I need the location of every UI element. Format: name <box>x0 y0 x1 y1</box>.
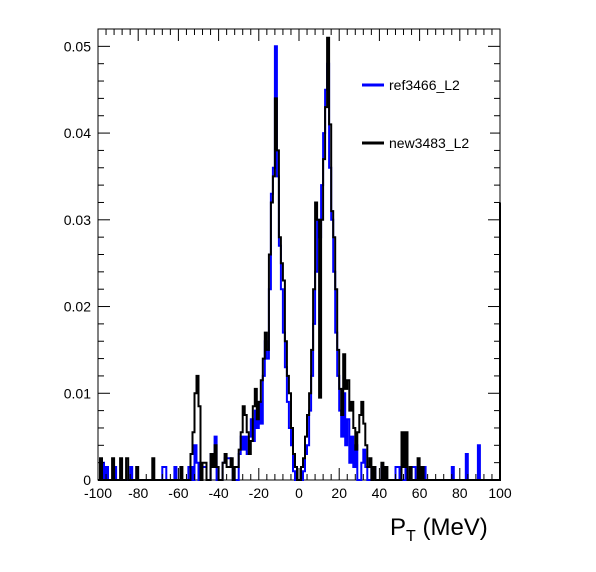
x-tick-label: 100 <box>488 485 512 501</box>
series-1-histogram-line <box>98 36 501 481</box>
legend: ref3466_L2 new3483_L2 <box>355 60 490 185</box>
y-tick-label: 0.03 <box>64 212 91 228</box>
y-tick-label: 0.01 <box>64 385 91 401</box>
y-tick-label: 0.05 <box>64 38 91 54</box>
y-tick-label: 0.04 <box>64 125 91 141</box>
x-tick-label: 40 <box>372 485 388 501</box>
x-tick-label: 60 <box>412 485 428 501</box>
x-tick-label: -80 <box>128 485 148 501</box>
x-axis-title-main: P <box>390 514 406 541</box>
x-tick-label: -20 <box>249 485 269 501</box>
x-tick-label: -100 <box>84 485 112 501</box>
y-tick-label: 0 <box>83 472 91 488</box>
x-axis-title-sub: T <box>406 528 416 545</box>
x-axis-title: PT (MeV) <box>390 514 488 545</box>
x-tick-label: 20 <box>331 485 347 501</box>
series-layer <box>98 36 501 481</box>
legend-box <box>355 60 490 185</box>
ticks-layer <box>97 28 501 481</box>
y-tick-label: 0.02 <box>64 299 91 315</box>
legend-label-ref: ref3466_L2 <box>389 77 460 93</box>
x-axis-title-unit: (MeV) <box>416 514 488 541</box>
x-tick-label: 0 <box>295 485 303 501</box>
x-tick-label: -60 <box>168 485 188 501</box>
x-tick-label: -40 <box>208 485 228 501</box>
tick-labels-layer: -100 -80 -60 -40 -20 0 20 40 60 80 100 0 0.01 0.02 0.0… <box>64 38 512 501</box>
legend-label-new: new3483_L2 <box>389 135 469 151</box>
x-tick-label: 80 <box>452 485 468 501</box>
